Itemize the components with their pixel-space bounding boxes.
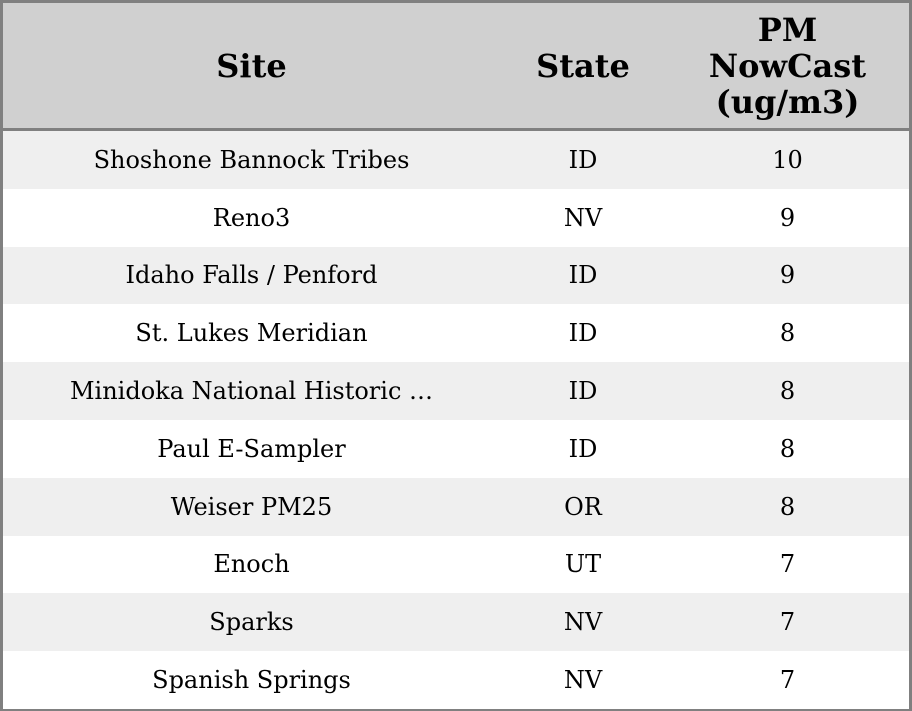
pm-value-cell: 10: [666, 129, 909, 189]
pm-value-cell: 8: [666, 477, 909, 536]
state-cell: ID: [500, 362, 666, 420]
table-row[interactable]: Minidoka National Historic … ID 8: [3, 362, 909, 420]
table-row[interactable]: Enoch UT 7: [3, 535, 909, 594]
pm-value-cell: 8: [666, 362, 909, 420]
pm-value-cell: 8: [666, 304, 909, 363]
table-row[interactable]: Paul E-Sampler ID 8: [3, 419, 909, 478]
header-pm-line3: (ug/m3): [715, 82, 860, 121]
table-row[interactable]: Spanish Springs NV 7: [3, 651, 909, 709]
header-pm-nowcast[interactable]: PM NowCast (ug/m3): [666, 3, 909, 131]
site-cell: Sparks: [3, 593, 500, 652]
header-site[interactable]: Site: [3, 3, 500, 131]
header-row: Site State PM NowCast (ug/m3): [3, 3, 909, 131]
state-cell: NV: [500, 593, 666, 652]
pm-value-cell: 9: [666, 188, 909, 247]
state-cell: ID: [500, 304, 666, 363]
table-row[interactable]: Shoshone Bannock Tribes ID 10: [3, 129, 909, 189]
nowcast-table: Site State PM NowCast (ug/m3) Shoshone B…: [3, 3, 909, 709]
site-cell: St. Lukes Meridian: [3, 304, 500, 363]
state-cell: NV: [500, 651, 666, 709]
pm-value-cell: 7: [666, 651, 909, 709]
pm-value-cell: 7: [666, 593, 909, 652]
pm-value-cell: 7: [666, 535, 909, 594]
site-cell: Idaho Falls / Penford: [3, 246, 500, 305]
table-row[interactable]: Weiser PM25 OR 8: [3, 477, 909, 536]
state-cell: ID: [500, 246, 666, 305]
site-cell: Spanish Springs: [3, 651, 500, 709]
state-cell: NV: [500, 188, 666, 247]
site-cell: Shoshone Bannock Tribes: [3, 129, 500, 189]
header-state[interactable]: State: [500, 3, 666, 131]
site-cell: Minidoka National Historic …: [3, 362, 500, 420]
table-row[interactable]: Sparks NV 7: [3, 593, 909, 652]
header-pm-line2: NowCast: [708, 46, 867, 85]
table-row[interactable]: Idaho Falls / Penford ID 9: [3, 246, 909, 305]
site-cell: Weiser PM25: [3, 477, 500, 536]
state-cell: UT: [500, 535, 666, 594]
site-cell: Paul E-Sampler: [3, 419, 500, 478]
state-cell: ID: [500, 129, 666, 189]
table-row[interactable]: St. Lukes Meridian ID 8: [3, 304, 909, 363]
site-cell: Enoch: [3, 535, 500, 594]
header-pm-line1: PM: [757, 10, 818, 49]
pm-value-cell: 9: [666, 246, 909, 305]
state-cell: OR: [500, 477, 666, 536]
site-cell: Reno3: [3, 188, 500, 247]
table-row[interactable]: Reno3 NV 9: [3, 188, 909, 247]
state-cell: ID: [500, 419, 666, 478]
pm-value-cell: 8: [666, 419, 909, 478]
